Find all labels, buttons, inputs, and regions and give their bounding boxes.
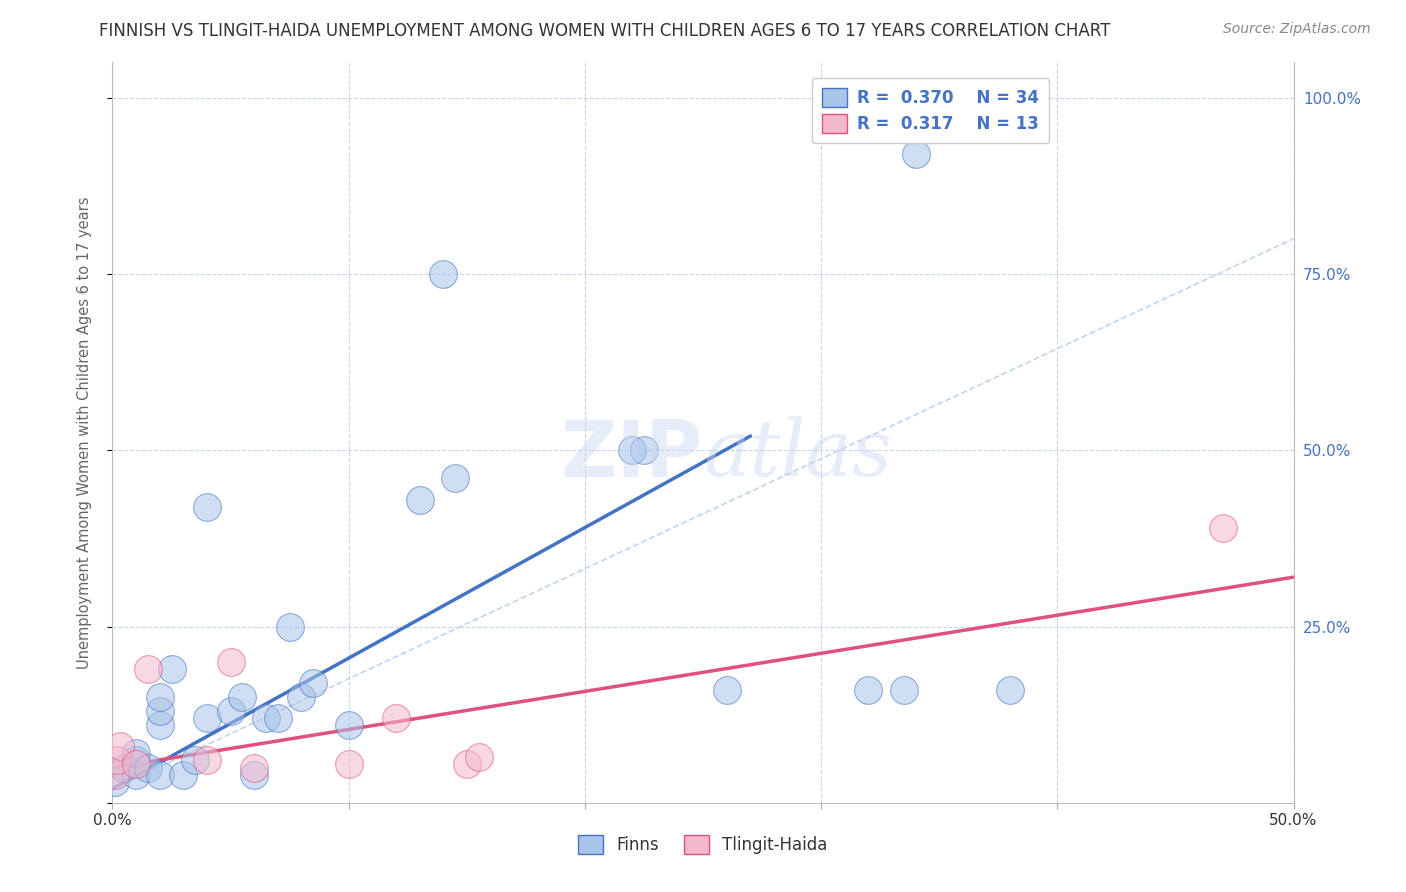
Point [219,655,242,669]
Point [112,760,135,774]
Point [290,690,312,704]
Y-axis label: Unemployment Among Women with Children Ages 6 to 17 years: Unemployment Among Women with Children A… [77,196,91,669]
Text: atlas: atlas [703,417,891,493]
Point [467,750,489,764]
Point [149,767,172,781]
Point [195,500,218,514]
Point [858,683,880,698]
Point [432,267,454,281]
Point [108,739,131,754]
Text: Source: ZipAtlas.com: Source: ZipAtlas.com [1223,22,1371,37]
Point [998,683,1021,698]
Point [136,662,159,676]
Point [267,711,290,725]
Point [104,767,127,781]
Point [302,676,325,690]
Point [149,704,172,718]
Point [633,443,655,458]
Point [195,754,218,768]
Point [243,767,266,781]
Point [105,754,128,768]
Point [621,443,644,458]
Point [149,690,172,704]
Point [219,704,242,718]
Point [278,619,301,633]
Point [125,754,148,768]
Point [195,711,218,725]
Point [125,767,148,781]
Point [125,747,148,761]
Point [904,147,927,161]
Point [184,754,207,768]
Point [149,718,172,732]
Point [716,683,738,698]
Point [231,690,253,704]
Point [408,492,430,507]
Point [160,662,183,676]
Point [136,760,159,774]
Point [172,767,194,781]
Point [254,711,277,725]
Point [385,711,408,725]
Point [337,718,360,732]
Point [337,757,360,772]
Point [893,683,915,698]
Text: FINNISH VS TLINGIT-HAIDA UNEMPLOYMENT AMONG WOMEN WITH CHILDREN AGES 6 TO 17 YEA: FINNISH VS TLINGIT-HAIDA UNEMPLOYMENT AM… [98,22,1111,40]
Point [243,760,266,774]
Point [456,757,478,772]
Legend: Finns, Tlingit-Haida: Finns, Tlingit-Haida [571,829,835,861]
Point [1212,521,1234,535]
Point [104,774,127,789]
Point [125,757,148,772]
Point [444,471,467,485]
Text: ZIP: ZIP [561,417,703,493]
